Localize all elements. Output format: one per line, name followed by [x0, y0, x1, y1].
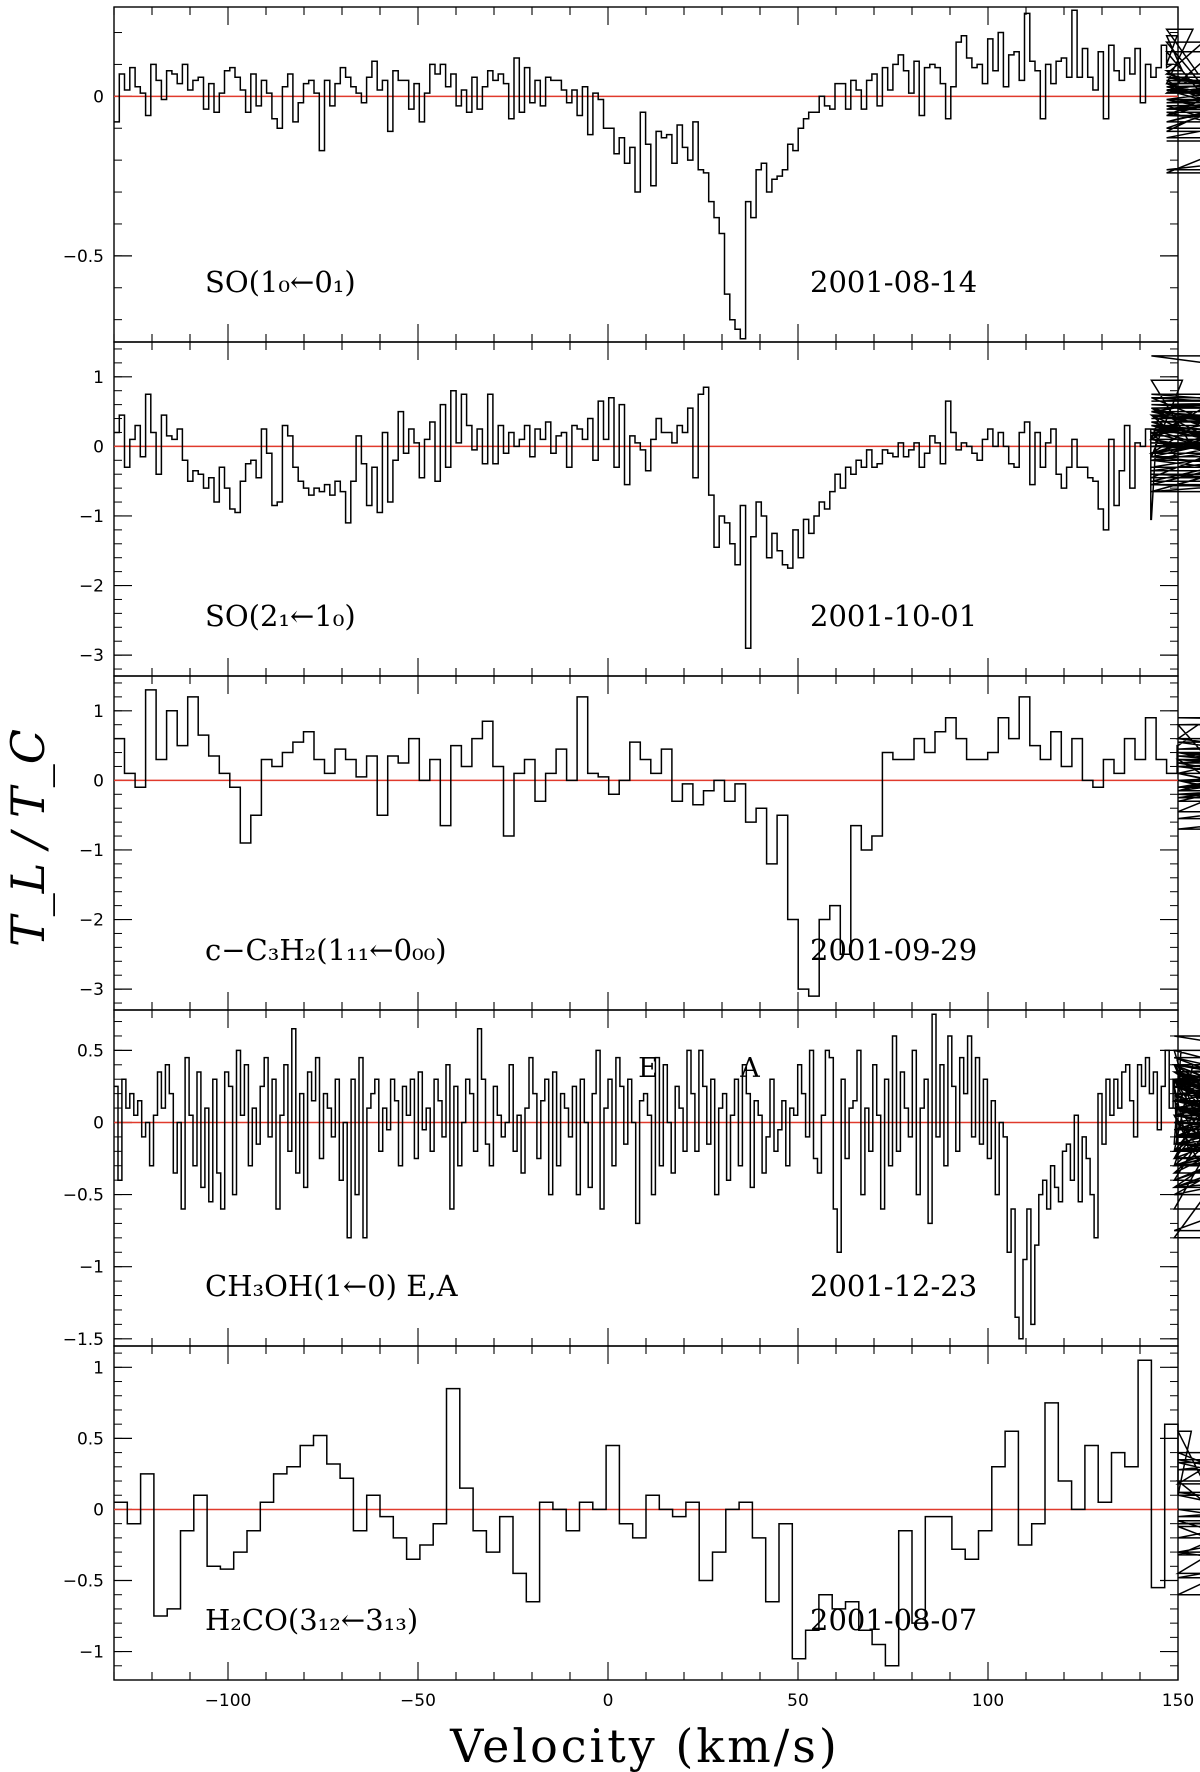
y-tick-label: −0.5	[63, 1572, 104, 1592]
date-label: 2001-10-01	[810, 599, 977, 633]
panel-1: 0 −0.5 SO(1₀←0₁) 2001-08-14	[63, 6, 1200, 343]
y-tick-label: 1	[93, 368, 104, 388]
x-tick-label: −100	[205, 1691, 252, 1711]
x-tick-labels: −100 −50 0 50 100 150	[205, 1691, 1195, 1711]
y-tick-label: 1	[93, 702, 104, 722]
y-tick-label: 0	[93, 1500, 104, 1520]
molecule-label: SO(2₁←1₀)	[205, 599, 356, 633]
spectrum-line	[114, 355, 1200, 649]
y-tick-label: −1	[79, 507, 104, 527]
molecule-label: H₂CO(3₁₂←3₁₃)	[205, 1603, 418, 1637]
x-tick-label: 0	[603, 1691, 614, 1711]
y-tick-label: −1	[79, 1258, 104, 1278]
y-tick-label: −0.5	[63, 1186, 104, 1206]
date-label: 2001-08-14	[810, 265, 977, 299]
spectrum-line	[114, 1013, 1200, 1340]
panel-3: 1 0 −1 −2 −3 c−C₃H₂(1₁₁←0₀₀) 2001-09-29	[79, 675, 1200, 1011]
y-tick-label: −0.5	[63, 247, 104, 267]
y-tick-label: 0	[93, 87, 104, 107]
y-tick-label: 0.5	[77, 1041, 104, 1061]
y-tick-label: −3	[79, 980, 104, 1000]
date-label: 2001-09-29	[810, 933, 977, 967]
y-tick-label: 0.5	[77, 1429, 104, 1449]
spectrum-line	[114, 689, 1200, 997]
panel-5: 1 0.5 0 −0.5 −1 H₂CO(3₁₂←3₁₃) 2001-08-07	[63, 1345, 1200, 1681]
spectrum-line	[114, 1359, 1200, 1667]
date-label: 2001-08-07	[810, 1603, 977, 1637]
x-tick-label: 150	[1162, 1691, 1194, 1711]
y-tick-label: −2	[79, 577, 104, 597]
annotation-a: A	[739, 1053, 760, 1084]
y-tick-label: −3	[79, 646, 104, 666]
annotation-e: E	[638, 1053, 658, 1084]
x-tick-label: 100	[972, 1691, 1004, 1711]
x-axis-title: Velocity (km/s)	[449, 1719, 840, 1772]
spectrum-line	[114, 9, 1200, 340]
panel-2: 1 0 −1 −2 −3 SO(2₁←1₀) 2001-10-01	[79, 341, 1200, 677]
y-tick-label: 0	[93, 1113, 104, 1133]
date-label: 2001-12-23	[810, 1269, 977, 1303]
molecule-label: c−C₃H₂(1₁₁←0₀₀)	[205, 933, 447, 967]
y-tick-label: 1	[93, 1358, 104, 1378]
y-tick-label: −2	[79, 911, 104, 931]
y-tick-label: −1	[79, 841, 104, 861]
molecule-label: SO(1₀←0₁)	[205, 265, 356, 299]
molecule-label: CH₃OH(1←0) E,A	[205, 1269, 459, 1303]
panels-group: 0 −0.5 SO(1₀←0₁) 2001-08-14 1 0 −1 −2 −3 SO(2₁←1₀…	[63, 6, 1200, 1711]
panel-4: 0.5 0 −0.5 −1 −1.5 CH₃OH(1←0) E,A 2001-12-23 E A	[63, 1009, 1200, 1350]
y-axis-title: T_L / T_C	[1, 729, 55, 947]
x-tick-label: 50	[787, 1691, 809, 1711]
y-tick-label: −1	[79, 1643, 104, 1663]
y-tick-label: 0	[93, 437, 104, 457]
x-tick-label: −50	[400, 1691, 436, 1711]
y-tick-label: 0	[93, 771, 104, 791]
y-tick-label: −1.5	[63, 1330, 104, 1350]
